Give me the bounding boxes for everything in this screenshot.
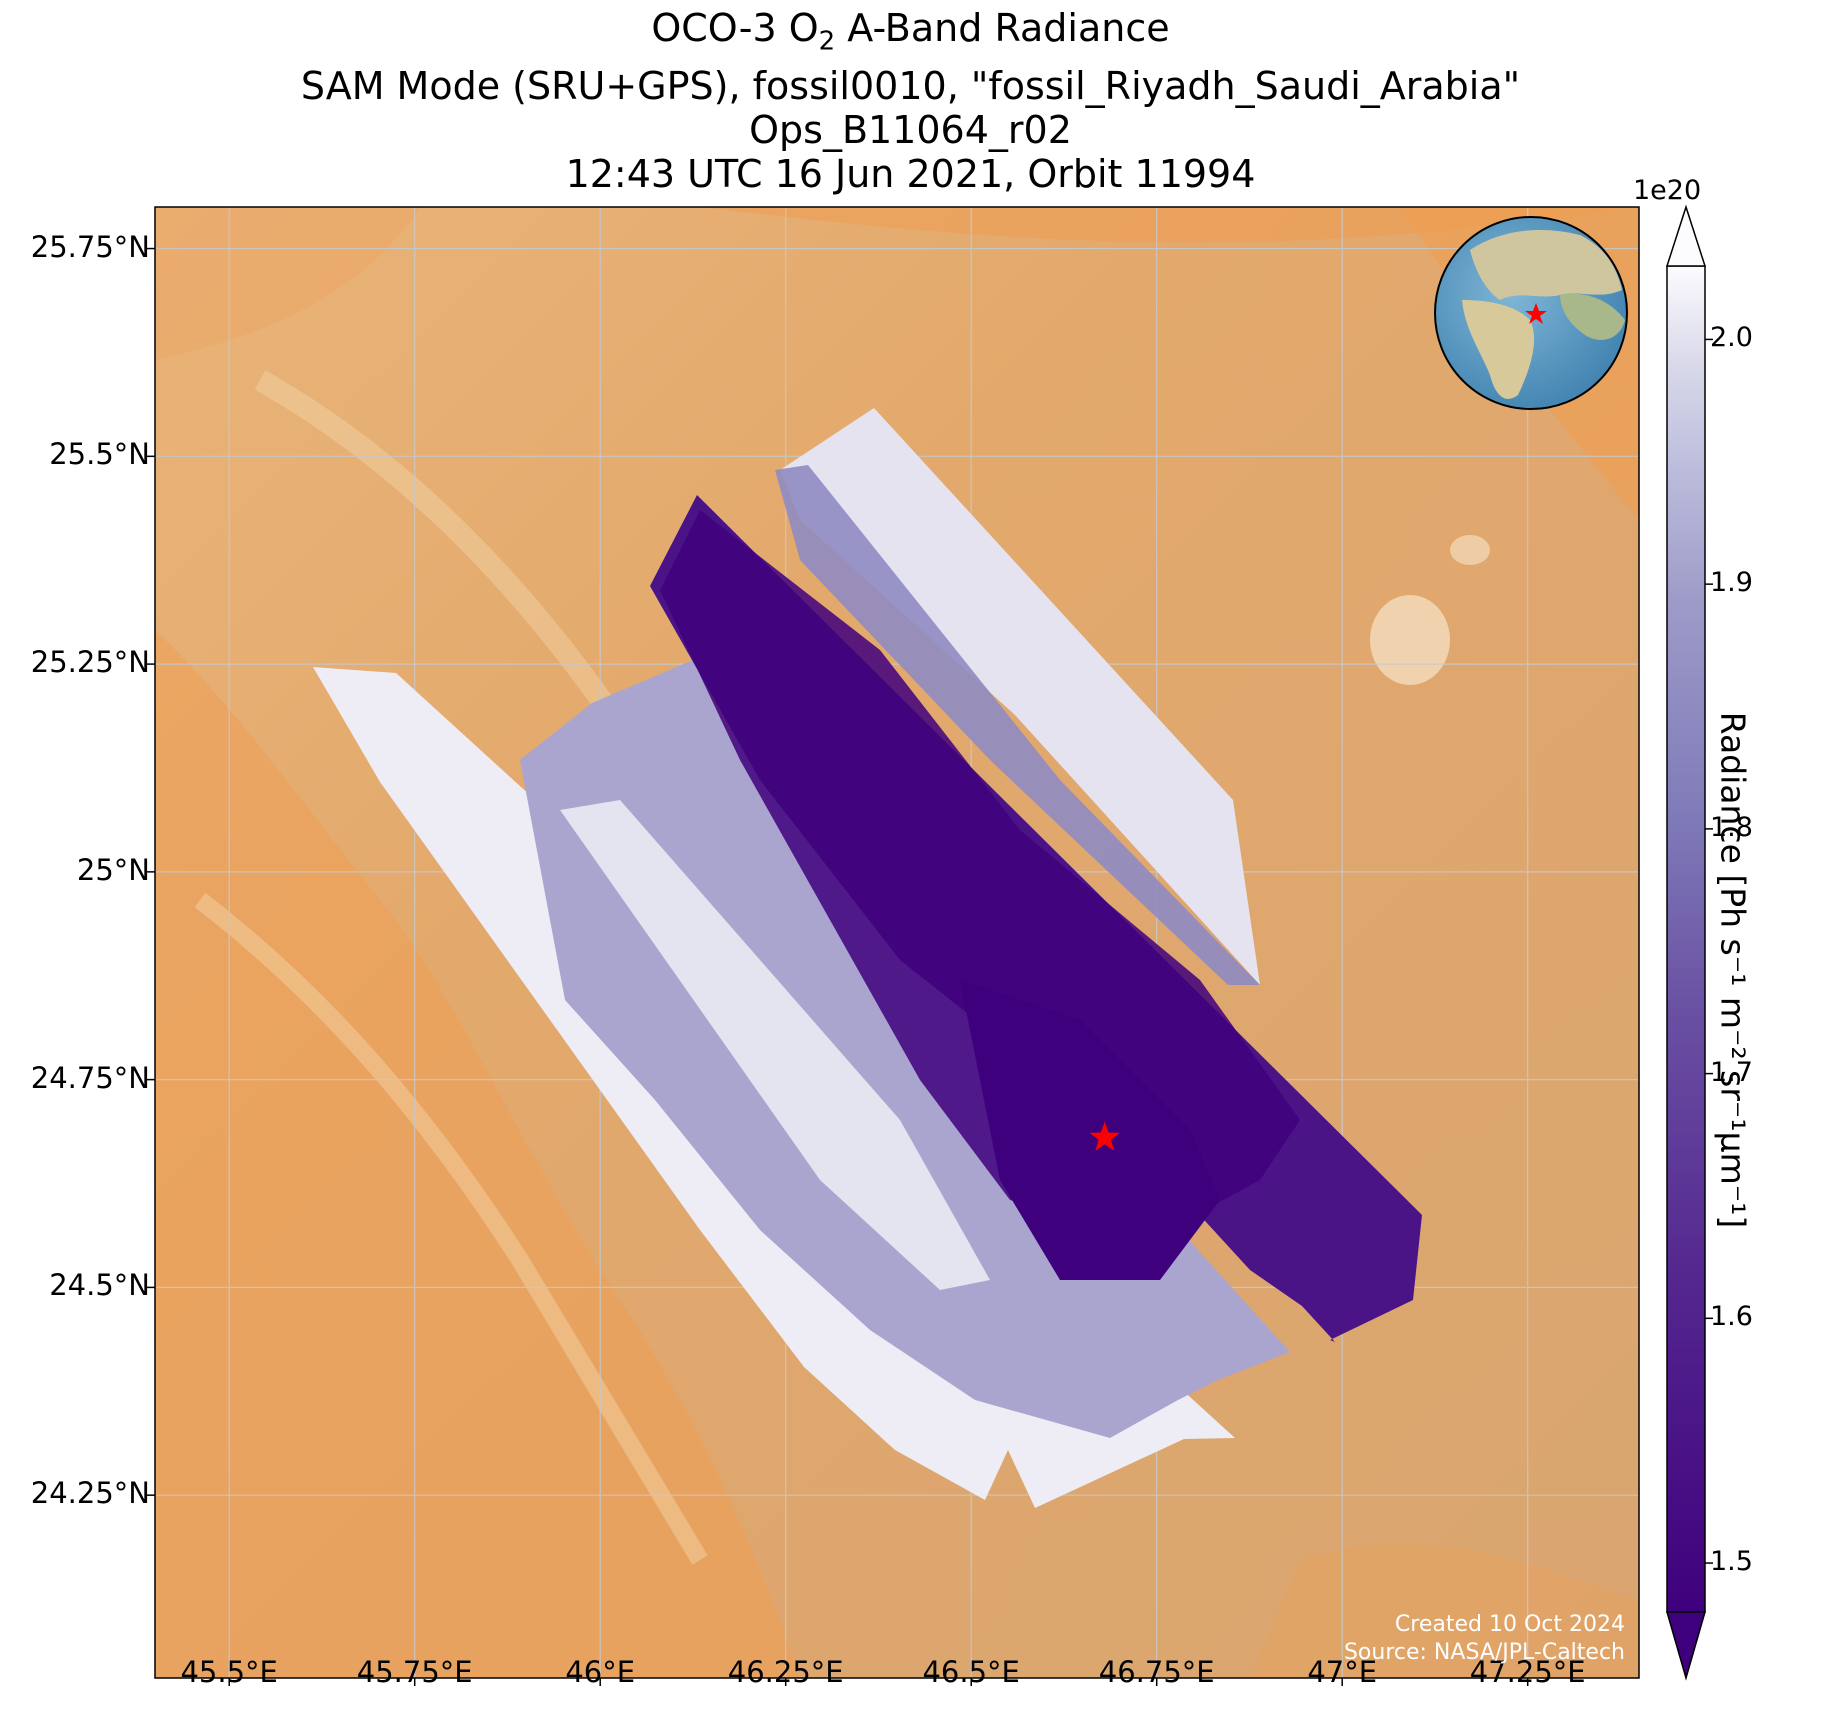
swath-east-central-core [660, 510, 1300, 1240]
colorbar-extend-top [1665, 204, 1707, 267]
lat-tick-label: 25.25°N [30, 645, 150, 680]
colorbar-tick-label: 1.9 [1710, 567, 1753, 599]
globe-land-asia [1560, 293, 1625, 340]
credit-source: Source: NASA/JPL-Caltech [1343, 1640, 1625, 1665]
lon-tick-label: 45.5°E [180, 1655, 278, 1689]
title-line-3: Ops_B11064_r02 [749, 107, 1072, 152]
target-star-marker [1089, 1121, 1120, 1151]
globe-land-europe [1470, 230, 1622, 300]
lon-tick-label: 46°E [565, 1655, 636, 1689]
lon-tick-label: 47.25°E [1469, 1655, 1586, 1689]
swath-dark-wedge [960, 980, 1220, 1280]
colorbar-tick-label: 2.0 [1710, 322, 1753, 354]
colorbar-tick-label: 1.8 [1710, 811, 1753, 843]
lon-tick-label: 46.25°E [727, 1655, 844, 1689]
title-line-4: 12:43 UTC 16 Jun 2021, Orbit 11994 [565, 151, 1256, 196]
title-line-1: OCO-3 O2 A-Band Radiance [651, 6, 1170, 57]
title-line-2: SAM Mode (SRU+GPS), fossil0010, "fossil_… [300, 63, 1521, 108]
colorbar-tick-label: 1.5 [1710, 1546, 1753, 1578]
swath-white-streak [560, 800, 990, 1290]
lat-tick-label: 25°N [76, 852, 150, 887]
radiance-swaths [313, 408, 1422, 1508]
chart-title: OCO-3 O2 A-Band Radiance SAM Mode (SRU+G… [0, 6, 1821, 196]
colorbar-extend-bottom [1666, 1611, 1706, 1681]
lat-tick-label: 24.75°N [30, 1060, 150, 1095]
map-frame [154, 206, 1640, 1679]
globe-inset [1434, 216, 1628, 410]
colorbar-label: Radiance [Ph s⁻¹ m⁻² sr⁻¹μm⁻¹] [1713, 711, 1753, 1229]
swath-east [780, 408, 1260, 985]
swath-east-band [775, 465, 1260, 985]
lon-tick-label: 47°E [1307, 1655, 1378, 1689]
lat-tick-label: 24.25°N [30, 1476, 150, 1511]
lat-tick-label: 25.5°N [49, 437, 150, 472]
globe-star-marker [1525, 303, 1547, 324]
colorbar-tick-label: 1.6 [1710, 1301, 1753, 1333]
lon-tick-label: 46.5°E [922, 1655, 1020, 1689]
lat-tick-label: 25.75°N [30, 229, 150, 264]
colorbar-tick-label: 1.7 [1710, 1056, 1753, 1088]
lat-tick-label: 24.5°N [49, 1268, 150, 1303]
globe-land-africa [1462, 300, 1535, 399]
credit-created: Created 10 Oct 2024 [1394, 1612, 1625, 1637]
colorbar [1665, 204, 1713, 1681]
lon-tick-label: 45.75°E [356, 1655, 473, 1689]
lon-tick-label: 46.75°E [1098, 1655, 1215, 1689]
colorbar-exponent: 1e20 [1633, 175, 1702, 206]
